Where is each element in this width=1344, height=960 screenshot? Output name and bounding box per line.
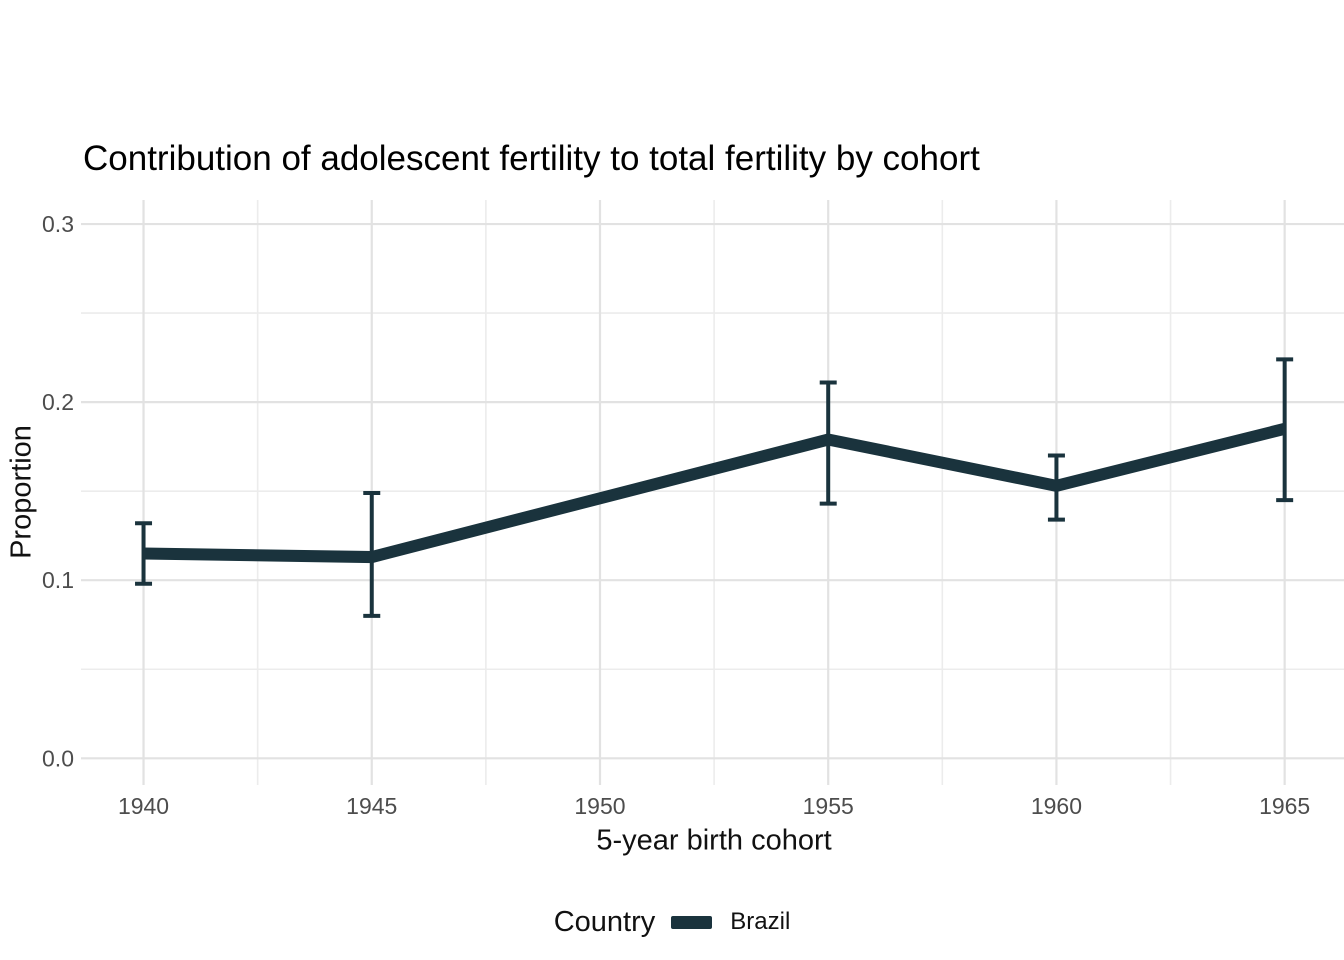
legend-key-line bbox=[671, 915, 713, 929]
x-tick-label: 1940 bbox=[118, 793, 169, 819]
y-tick-label: 0.0 bbox=[42, 745, 74, 771]
x-tick-label: 1960 bbox=[1031, 793, 1082, 819]
y-tick-label: 0.3 bbox=[42, 211, 74, 237]
gridlines-minor bbox=[81, 200, 1344, 785]
series-lines bbox=[143, 423, 1287, 564]
y-tick-label: 0.1 bbox=[42, 567, 74, 593]
legend: Country Brazil bbox=[0, 898, 1344, 946]
x-tick-label: 1955 bbox=[803, 793, 854, 819]
y-axis-title: Proportion bbox=[5, 425, 38, 559]
x-tick-label: 1965 bbox=[1259, 793, 1310, 819]
x-axis-title: 5-year birth cohort bbox=[596, 824, 832, 857]
series-line-brazil bbox=[143, 423, 1287, 564]
gridlines-major bbox=[81, 200, 1344, 785]
legend-entry-brazil: Brazil bbox=[730, 908, 791, 935]
tick-labels: 0.0 0.1 0.2 0.3 1940 1945 1950 1955 1960 1965 bbox=[42, 211, 1310, 819]
chart-title: Contribution of adolescent fertility to … bbox=[83, 139, 980, 178]
y-tick-label: 0.2 bbox=[42, 389, 74, 415]
x-tick-label: 1950 bbox=[574, 793, 625, 819]
x-tick-label: 1945 bbox=[346, 793, 397, 819]
legend-title: Country bbox=[553, 905, 656, 938]
